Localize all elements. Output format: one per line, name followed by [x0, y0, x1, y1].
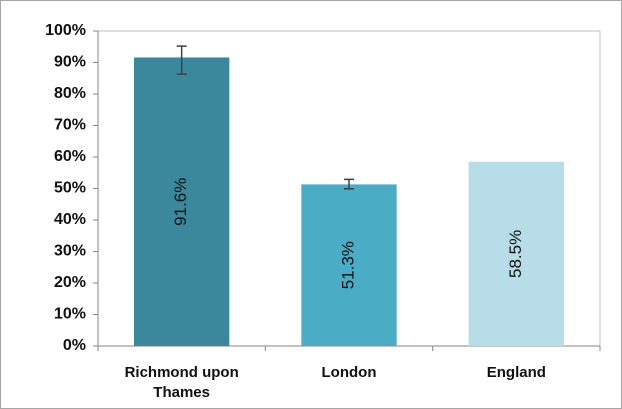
bar [468, 161, 565, 346]
y-tick-label: 100% [45, 22, 86, 39]
y-tick-label: 50% [54, 180, 86, 197]
y-tick-label: 40% [54, 211, 86, 228]
y-tick-label: 30% [54, 243, 86, 260]
bar [133, 57, 230, 347]
y-tick-label: 70% [54, 117, 86, 134]
x-tick-label: England [486, 364, 546, 381]
y-tick-label: 0% [63, 337, 86, 354]
y-tick-label: 80% [54, 85, 86, 102]
value-label: 58.5% [506, 230, 525, 278]
x-tick-label: London [321, 364, 377, 381]
value-label: 51.3% [338, 241, 357, 289]
value-label: 91.6% [171, 178, 190, 226]
y-tick-label: 60% [54, 148, 86, 165]
x-tick-label: Richmond upon Thames [124, 364, 239, 401]
y-tick-label: 10% [54, 306, 86, 323]
y-tick-label: 90% [54, 54, 86, 71]
y-tick-label: 20% [54, 274, 86, 291]
bar [301, 184, 397, 346]
